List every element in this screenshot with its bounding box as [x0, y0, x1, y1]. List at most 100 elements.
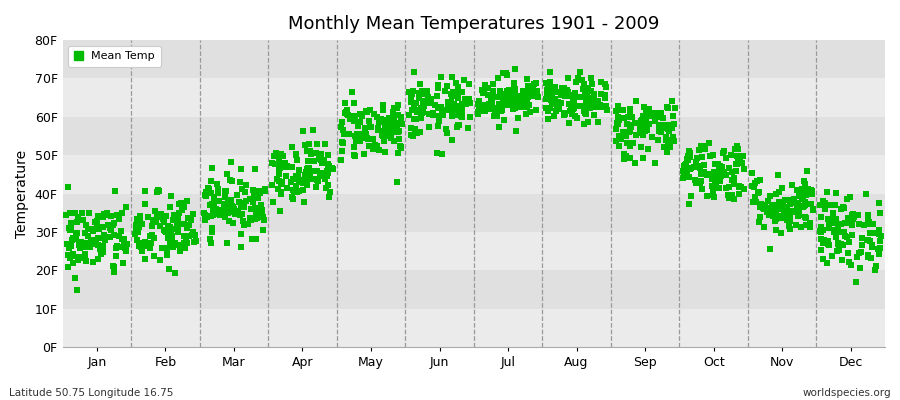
- Point: [682, 154, 697, 160]
- Point: [836, 241, 850, 248]
- Point: [509, 98, 524, 105]
- Point: [745, 170, 760, 176]
- Point: [79, 222, 94, 229]
- Point: [392, 150, 406, 157]
- Point: [371, 127, 385, 133]
- Point: [64, 226, 78, 232]
- Point: [212, 198, 226, 204]
- Point: [793, 193, 807, 200]
- Point: [868, 266, 883, 273]
- Point: [491, 100, 506, 107]
- Point: [385, 108, 400, 115]
- Point: [871, 246, 886, 252]
- Point: [209, 198, 223, 204]
- Point: [393, 119, 408, 125]
- Point: [359, 108, 374, 115]
- Point: [835, 256, 850, 263]
- Point: [455, 102, 470, 109]
- Point: [248, 212, 263, 218]
- Point: [617, 151, 632, 158]
- Point: [476, 102, 491, 108]
- Point: [635, 131, 650, 138]
- Point: [235, 211, 249, 218]
- Point: [451, 112, 465, 118]
- Point: [713, 178, 727, 184]
- Point: [872, 251, 886, 257]
- Point: [278, 173, 293, 179]
- Point: [180, 224, 194, 231]
- Point: [303, 176, 318, 182]
- Point: [300, 166, 314, 172]
- Point: [463, 100, 477, 106]
- Point: [766, 213, 780, 219]
- Point: [403, 132, 418, 138]
- Point: [86, 258, 100, 265]
- Point: [384, 119, 399, 125]
- Point: [689, 159, 704, 165]
- Point: [861, 219, 876, 225]
- Point: [568, 112, 582, 119]
- Point: [353, 119, 367, 125]
- Point: [694, 177, 708, 184]
- Point: [240, 221, 255, 227]
- Point: [355, 131, 369, 138]
- Point: [223, 177, 238, 183]
- Point: [244, 206, 258, 212]
- Point: [254, 212, 268, 218]
- Point: [863, 220, 878, 227]
- Point: [841, 195, 855, 202]
- Point: [652, 123, 667, 130]
- Point: [543, 105, 557, 111]
- Point: [688, 176, 702, 183]
- Point: [437, 88, 452, 94]
- Point: [572, 94, 586, 100]
- Point: [694, 178, 708, 184]
- Point: [796, 185, 811, 192]
- Point: [97, 211, 112, 217]
- Point: [852, 221, 867, 227]
- Point: [275, 160, 290, 166]
- Point: [786, 208, 800, 214]
- Point: [152, 256, 166, 263]
- Point: [369, 143, 383, 150]
- Point: [707, 170, 722, 177]
- Point: [357, 124, 372, 131]
- Point: [514, 104, 528, 111]
- Point: [138, 256, 152, 262]
- Point: [414, 105, 428, 112]
- Point: [561, 74, 575, 81]
- Point: [158, 229, 173, 236]
- Point: [390, 105, 404, 111]
- Point: [680, 169, 694, 176]
- Point: [654, 110, 669, 116]
- Point: [837, 205, 851, 211]
- Point: [748, 194, 762, 200]
- Point: [705, 182, 719, 189]
- Point: [279, 164, 293, 171]
- Point: [611, 114, 625, 120]
- Bar: [62, 117, 885, 155]
- Point: [159, 252, 174, 258]
- Point: [207, 194, 221, 200]
- Point: [344, 114, 358, 121]
- Point: [539, 104, 554, 111]
- Point: [374, 116, 388, 122]
- Point: [522, 102, 536, 108]
- Point: [156, 216, 170, 222]
- Point: [496, 70, 510, 76]
- Point: [477, 82, 491, 88]
- Point: [627, 160, 642, 166]
- Point: [752, 204, 767, 210]
- Point: [272, 156, 286, 162]
- Point: [166, 212, 181, 218]
- Point: [751, 190, 765, 197]
- Point: [773, 215, 788, 221]
- Point: [493, 108, 508, 114]
- Point: [310, 177, 324, 183]
- Point: [353, 138, 367, 144]
- Point: [590, 100, 604, 107]
- Point: [666, 134, 680, 140]
- Point: [481, 104, 495, 110]
- Point: [579, 111, 593, 118]
- Point: [706, 171, 721, 177]
